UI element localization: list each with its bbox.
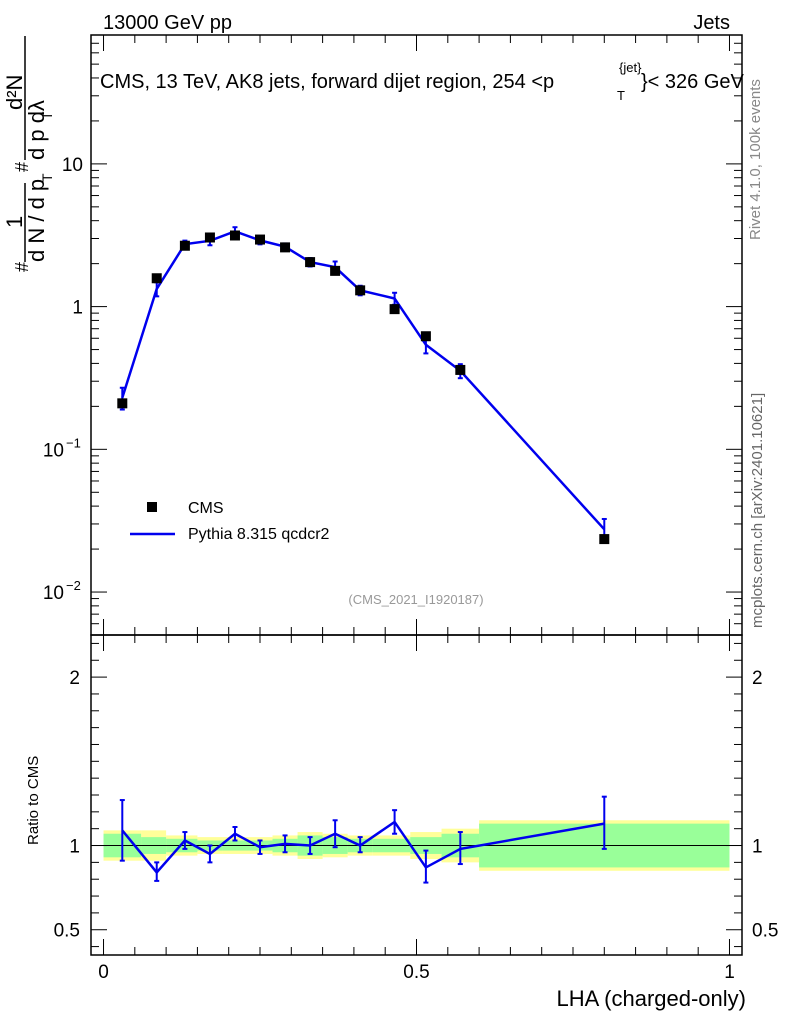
legend-data-label: CMS: [188, 500, 224, 517]
plot-title-main: CMS, 13 TeV, AK8 jets, forward dijet reg…: [100, 71, 554, 93]
analysis-id-label: (CMS_2021_I1920187): [348, 592, 483, 607]
data-point: [599, 534, 610, 545]
data-point: [420, 331, 431, 342]
x-axis-ticks: 0 0.5 1: [98, 35, 735, 983]
plot-title: CMS, 13 TeV, AK8 jets, forward dijet reg…: [100, 71, 554, 93]
ratio-curve: [119, 795, 607, 884]
plot-title-tail: }< 326 GeV: [641, 71, 745, 93]
ratio-y-label: Ratio to CMS: [25, 756, 42, 845]
main-y-label: # 1 d N / d p T # d²N d p dλ T: [2, 36, 55, 272]
ratio-line: [121, 820, 605, 875]
ratio-y-tick-label-left: 0.5: [54, 921, 80, 942]
ratio-y-tick-label-right: 0.5: [752, 921, 778, 942]
data-point: [117, 398, 128, 409]
ylabel-denom-sub: T: [39, 173, 55, 182]
data-point: [179, 240, 190, 251]
ratio-panel: 0.5 0.5 1 1 2 2: [54, 634, 778, 956]
data-point: [389, 304, 400, 315]
data-point: [330, 265, 341, 276]
main-y-tick-exponent: −1: [66, 435, 81, 450]
mcplots-label: mcplots.cern.ch [arXiv:2401.10621]: [749, 393, 766, 628]
main-y-tick-label: 10: [43, 440, 64, 461]
x-tick-label: 0: [98, 962, 109, 983]
ylabel-one: 1: [2, 216, 27, 228]
legend-mc-label: Pythia 8.315 qcdcr2: [188, 526, 330, 543]
main-y-tick-label: 10: [43, 583, 64, 604]
data-point: [455, 364, 466, 375]
data-point: [151, 273, 162, 284]
ylabel-dpt-dlambda: d p dλ: [24, 100, 49, 160]
legend: CMS Pythia 8.315 qcdcr2: [130, 500, 330, 543]
header-energy-label: 13000 GeV pp: [103, 12, 232, 34]
data-point: [305, 257, 316, 268]
main-y-tick-label: 10: [62, 155, 83, 176]
plot-title-sub: T: [617, 88, 625, 103]
x-axis-label: LHA (charged-only): [556, 986, 746, 1011]
legend-data-marker: [147, 502, 157, 512]
ylabel-hash-1: #: [12, 262, 32, 272]
header-process-label: Jets: [693, 12, 730, 34]
ratio-y-tick-label-left: 1: [69, 837, 80, 858]
data-point: [204, 232, 215, 243]
ylabel-d2n: d²N: [2, 75, 27, 110]
ylabel-dpt-sub: T: [39, 111, 55, 120]
data-point: [229, 230, 240, 241]
plot-title-sup: {jet}: [619, 60, 642, 75]
ratio-y-tick-label-right: 2: [752, 668, 763, 689]
ratio-y-tick-label-right: 1: [752, 837, 763, 858]
x-tick-label: 1: [724, 962, 735, 983]
data-points: [117, 230, 610, 545]
ylabel-denom: d N / d p: [24, 179, 49, 262]
data-point: [355, 285, 366, 296]
main-y-tick-exponent: −2: [66, 578, 81, 593]
ylabel-hash-2: #: [12, 162, 32, 172]
ratio-y-tick-label-left: 2: [69, 668, 80, 689]
rivet-version-label: Rivet 4.1.0, 100k events: [747, 79, 764, 240]
data-point: [280, 242, 291, 253]
x-tick-label: 0.5: [403, 962, 429, 983]
data-point: [255, 234, 266, 245]
main-y-tick-label: 1: [72, 298, 83, 319]
